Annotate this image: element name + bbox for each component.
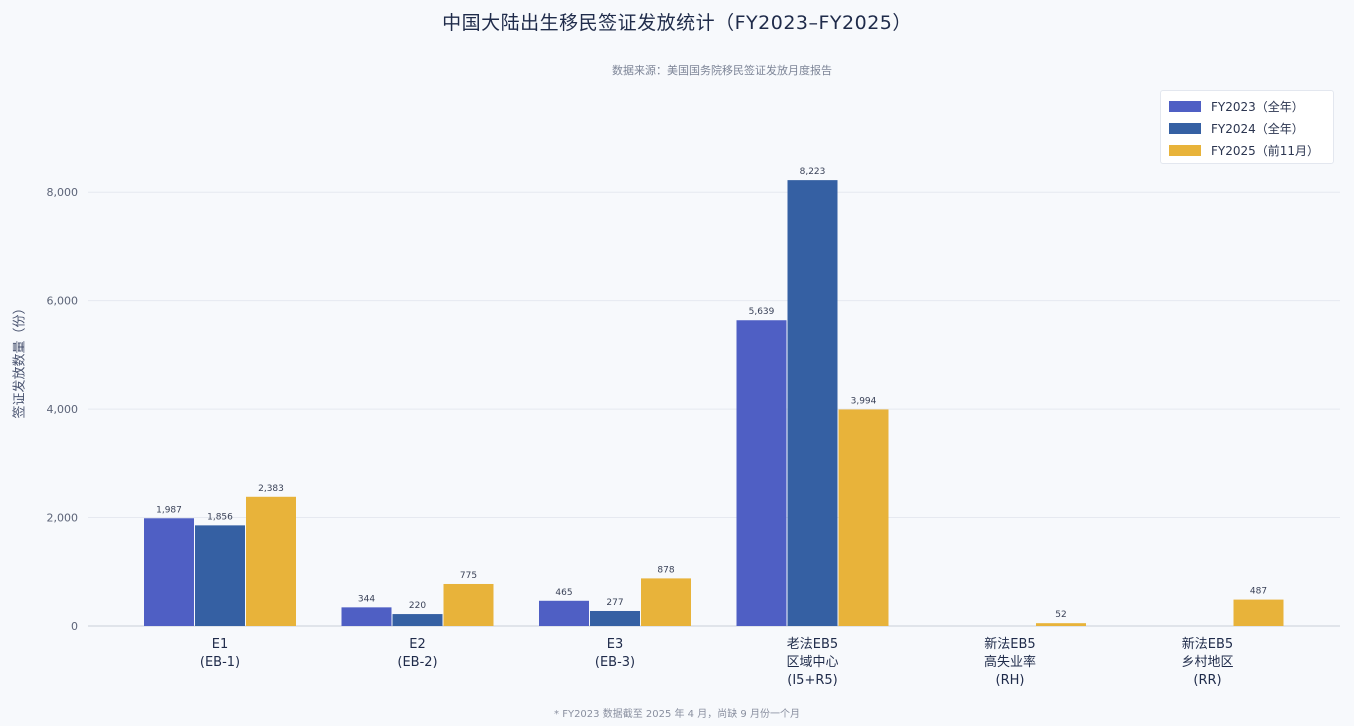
bar-value-label: 775: [460, 571, 477, 581]
legend-swatch-fy2025: [1169, 144, 1201, 156]
x-category-label: 高失业率: [984, 654, 1036, 670]
bar[interactable]: [641, 578, 691, 626]
bar-value-label: 5,639: [749, 307, 775, 317]
x-category-label: (I5+R5): [787, 673, 837, 688]
legend-item-fy2025[interactable]: FY2025（前11月）: [1169, 139, 1325, 161]
x-category-label: 新法EB5: [1182, 636, 1233, 652]
bar[interactable]: [1233, 599, 1284, 626]
y-tick-label: 8,000: [47, 186, 79, 199]
bar-value-label: 2,383: [258, 484, 284, 494]
x-category-label: 老法EB5: [787, 637, 838, 652]
bar-value-label: 277: [606, 598, 623, 608]
legend-label-fy2023: FY2023（全年）: [1211, 99, 1304, 114]
chart-title: 中国大陆出生移民签证发放统计（FY2023–FY2025）: [442, 12, 912, 34]
bar[interactable]: [736, 320, 787, 626]
x-category-label: (EB-3): [595, 655, 635, 670]
bar-value-label: 344: [358, 594, 375, 604]
legend-label-fy2024: FY2024（全年）: [1211, 121, 1304, 136]
y-tick-label: 4,000: [47, 403, 79, 416]
bar[interactable]: [392, 614, 443, 626]
y-tick-label: 2,000: [47, 512, 79, 525]
chart-legend: FY2023（全年） FY2024（全年） FY2025（前11月）: [1160, 90, 1334, 164]
legend-item-fy2023[interactable]: FY2023（全年）: [1169, 95, 1325, 117]
bar-value-label: 220: [409, 601, 426, 611]
x-category-label: E1: [212, 637, 229, 652]
legend-swatch-fy2024: [1169, 122, 1201, 134]
x-category-label: (EB-2): [397, 655, 437, 670]
bar[interactable]: [246, 496, 296, 626]
bar-value-label: 8,223: [800, 167, 826, 177]
bar[interactable]: [1036, 623, 1086, 626]
x-category-label: (RR): [1193, 673, 1221, 688]
chart-subtitle: 数据来源：美国国务院移民签证发放月度报告: [612, 64, 832, 77]
legend-item-fy2024[interactable]: FY2024（全年）: [1169, 117, 1325, 139]
bar-value-label: 465: [555, 588, 572, 598]
y-tick-label: 6,000: [47, 295, 79, 308]
legend-swatch-fy2023: [1169, 100, 1201, 112]
bar-value-label: 878: [657, 565, 674, 575]
bar-value-label: 1,856: [207, 512, 233, 522]
bar-value-label: 3,994: [851, 396, 877, 406]
y-tick-label: 0: [71, 620, 78, 633]
bar-value-label: 52: [1055, 610, 1066, 620]
legend-label-fy2025: FY2025（前11月）: [1211, 143, 1320, 158]
bar[interactable]: [443, 583, 494, 626]
bar[interactable]: [838, 409, 889, 626]
x-category-label: 乡村地区: [1181, 655, 1233, 670]
x-category-label: 新法EB5: [984, 636, 1035, 652]
bar[interactable]: [590, 610, 640, 626]
bar[interactable]: [144, 518, 194, 626]
x-category-label: 区域中心: [786, 655, 838, 670]
bar[interactable]: [539, 600, 589, 626]
x-category-label: (EB-1): [200, 655, 240, 670]
x-category-label: E2: [409, 637, 426, 652]
bar[interactable]: [195, 525, 245, 626]
bar[interactable]: [341, 607, 392, 626]
x-category-label: E3: [607, 637, 624, 652]
chart-footnote: * FY2023 数据截至 2025 年 4 月，尚缺 9 月份一个月: [554, 709, 800, 720]
x-category-label: (RH): [996, 673, 1025, 688]
bar[interactable]: [787, 180, 838, 626]
bar-value-label: 487: [1250, 587, 1267, 597]
bar-value-label: 1,987: [156, 505, 182, 515]
